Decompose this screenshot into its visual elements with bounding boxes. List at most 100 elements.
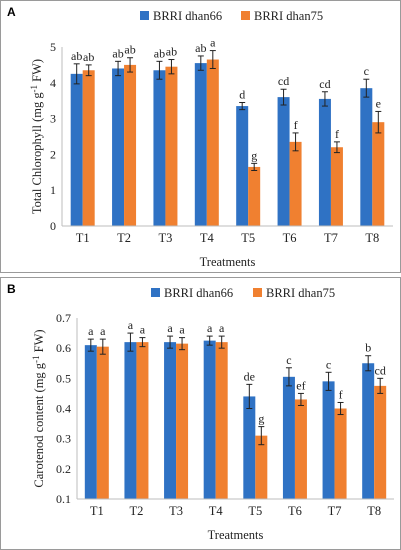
chart-a-svg: BRRI dhan66 BRRI dhan75 0 1 2 3 4 5 Total Chloro… xyxy=(29,9,393,269)
y-axis-title-main: Carotenod content (mg g xyxy=(32,362,46,487)
y-tick-label: 0.4 xyxy=(56,402,71,416)
significance-letter: f xyxy=(294,118,298,132)
x-tick-label-t2: T2 xyxy=(117,231,131,245)
x-tick-label-t7: T7 xyxy=(324,231,338,245)
significance-letter: a xyxy=(100,324,106,338)
y-tick-label: 0.5 xyxy=(56,371,71,385)
legend-swatch-2 xyxy=(241,11,250,20)
legend-swatch-2 xyxy=(253,288,262,297)
bar-t7-series2 xyxy=(334,408,347,499)
significance-letter: a xyxy=(210,36,216,50)
significance-letter: f xyxy=(335,127,339,141)
legend-swatch-1 xyxy=(151,288,160,297)
chart-panel-b: B BRRI dhan66 BRRI dhan75 0.1 0.2 0.3 0.4 0.5 0… xyxy=(0,277,401,550)
bar-t5-series2 xyxy=(248,166,261,226)
bar-t7-series1 xyxy=(318,98,331,226)
chart-panel-a: A BRRI dhan66 BRRI dhan75 0 1 2 3 4 5 Total Chlo… xyxy=(0,0,401,273)
bar-t1-series1 xyxy=(70,73,83,226)
bar-t4-series2 xyxy=(206,59,219,226)
bar-t7-series2 xyxy=(330,147,343,226)
chart-b-svg: BRRI dhan66 BRRI dhan75 0.1 0.2 0.3 0.4 0.5 0.6… xyxy=(31,286,394,542)
legend: BRRI dhan66 BRRI dhan75 xyxy=(151,286,335,300)
bar-t8-series1 xyxy=(362,363,375,499)
significance-letter: cd xyxy=(375,363,386,377)
bar-t2-series2 xyxy=(136,342,149,499)
bar-t7-series1 xyxy=(322,381,335,499)
y-axis-title: Carotenod content (mg g-1 FW) xyxy=(31,329,46,487)
significance-letter: a xyxy=(128,318,134,332)
significance-letter: ab xyxy=(124,43,135,57)
significance-letter: c xyxy=(286,353,291,367)
x-tick-label-t7: T7 xyxy=(328,504,342,518)
bar-t3-series2 xyxy=(176,343,189,499)
bar-t5-series1 xyxy=(236,106,249,226)
x-tick-label-t3: T3 xyxy=(169,504,183,518)
bar-t1-series2 xyxy=(82,70,95,227)
significance-letter: ab xyxy=(166,45,177,59)
significance-letter: ab xyxy=(83,50,94,64)
x-tick-label-t2: T2 xyxy=(129,504,143,518)
y-tick-label: 1 xyxy=(50,183,56,197)
significance-letter: f xyxy=(339,387,343,401)
y-axis-title-superscript: -1 xyxy=(31,355,41,363)
bar-t5-series2 xyxy=(255,435,268,499)
significance-letter: g xyxy=(258,412,264,426)
x-tick-label-t4: T4 xyxy=(209,504,224,518)
significance-letter: a xyxy=(219,321,225,335)
significance-letter: ab xyxy=(154,46,165,60)
x-tick-label-t8: T8 xyxy=(365,231,379,245)
y-axis-title-main: Total Chlorophyll (mg g xyxy=(30,92,44,214)
significance-letter: a xyxy=(179,323,185,337)
legend-label-1: BRRI dhan66 xyxy=(153,9,222,23)
y-tick-label: 0 xyxy=(50,219,56,233)
significance-letter: ef xyxy=(296,378,305,392)
significance-letter: c xyxy=(326,357,331,371)
bar-t6-series2 xyxy=(294,399,307,499)
y-tick-label: 3 xyxy=(50,112,56,126)
x-axis-title: Treatments xyxy=(208,528,264,542)
x-tick-label-t6: T6 xyxy=(288,504,302,518)
significance-letter: ab xyxy=(71,49,82,63)
significance-letter: d xyxy=(239,87,245,101)
bar-t3-series1 xyxy=(153,70,166,227)
panel-label-b: B xyxy=(7,282,16,296)
y-tick-label: 0.2 xyxy=(56,462,71,476)
panel-label-a: A xyxy=(7,5,16,19)
significance-letter: ab xyxy=(112,46,123,60)
x-tick-label-t6: T6 xyxy=(283,231,297,245)
significance-letter: ab xyxy=(195,41,206,55)
y-tick-label: 0.7 xyxy=(56,311,71,325)
y-axis-title: Total Chlorophyll (mg g-1 FW) xyxy=(29,59,44,214)
x-tick-label-t5: T5 xyxy=(248,504,262,518)
bar-t6-series1 xyxy=(277,97,290,227)
y-tick-label: 2 xyxy=(50,147,56,161)
y-tick-label: 4 xyxy=(50,76,56,90)
bar-t2-series1 xyxy=(124,342,137,499)
bar-t3-series2 xyxy=(165,66,178,226)
significance-letter: cd xyxy=(278,74,289,88)
y-tick-label: 0.6 xyxy=(56,341,71,355)
legend-swatch-1 xyxy=(140,11,149,20)
y-axis-title-superscript: -1 xyxy=(29,85,39,93)
y-tick-label: 0.3 xyxy=(56,432,71,446)
bar-t8-series2 xyxy=(372,122,385,226)
significance-letter: de xyxy=(244,369,255,383)
legend-label-2: BRRI dhan75 xyxy=(266,286,335,300)
significance-letter: b xyxy=(365,341,371,355)
significance-letter: a xyxy=(167,321,173,335)
x-tick-label-t5: T5 xyxy=(241,231,255,245)
significance-letter: cd xyxy=(319,77,330,91)
bar-t8-series1 xyxy=(360,88,373,226)
legend-label-2: BRRI dhan75 xyxy=(254,9,323,23)
legend: BRRI dhan66 BRRI dhan75 xyxy=(140,9,323,23)
significance-letter: g xyxy=(251,148,257,162)
x-tick-label-t8: T8 xyxy=(367,504,381,518)
significance-letter: a xyxy=(207,321,213,335)
bar-t6-series2 xyxy=(289,141,302,226)
bar-t4-series2 xyxy=(215,342,228,499)
bar-t2-series1 xyxy=(112,68,125,226)
x-tick-label-t3: T3 xyxy=(158,231,172,245)
significance-letter: a xyxy=(140,323,146,337)
x-tick-label-t1: T1 xyxy=(76,231,90,245)
significance-letter: c xyxy=(364,64,369,78)
